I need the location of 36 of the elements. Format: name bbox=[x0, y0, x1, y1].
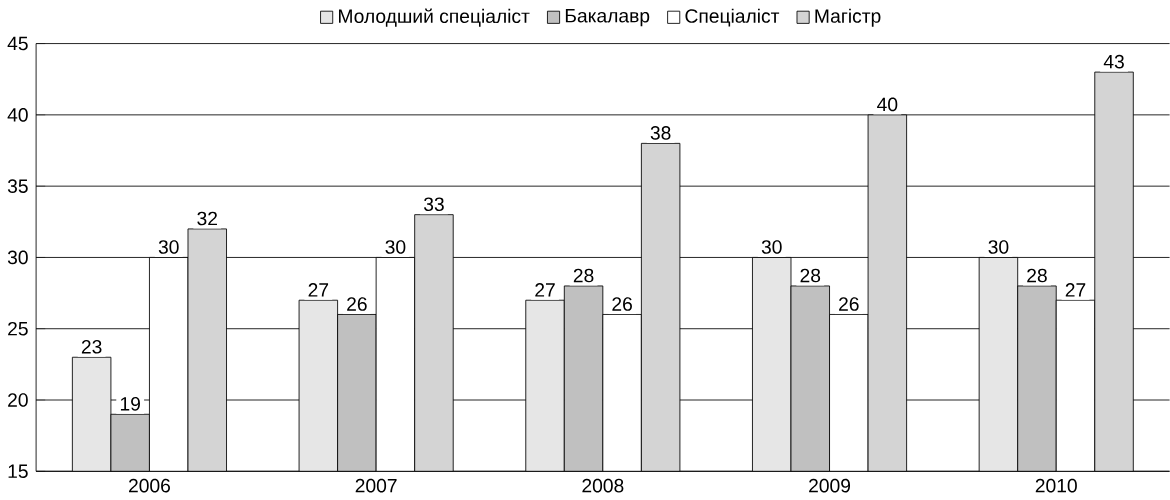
data-label: 28 bbox=[800, 268, 821, 283]
y-tick-label: 25 bbox=[8, 322, 28, 336]
data-label: 32 bbox=[197, 211, 217, 226]
data-label: 30 bbox=[158, 240, 179, 254]
data-label: 26 bbox=[612, 297, 632, 312]
data-label: 26 bbox=[839, 297, 859, 312]
x-tick-label: 2007 bbox=[355, 479, 397, 493]
legend-label: Молодший спеціаліст bbox=[339, 8, 530, 27]
data-label: 30 bbox=[385, 240, 406, 254]
data-label: 27 bbox=[308, 283, 329, 297]
legend-label: Бакалавр bbox=[565, 9, 650, 27]
x-tick-label: 2008 bbox=[582, 479, 624, 493]
x-tick-label: 2009 bbox=[809, 479, 851, 493]
data-label: 23 bbox=[81, 340, 102, 354]
data-label: 27 bbox=[535, 283, 555, 297]
data-label: 43 bbox=[1103, 55, 1124, 69]
y-tick-label: 45 bbox=[7, 37, 28, 51]
legend-label: Спеціаліст bbox=[685, 8, 780, 27]
x-tick-label: 2006 bbox=[129, 479, 170, 493]
data-label: 40 bbox=[877, 97, 898, 112]
data-label: 33 bbox=[423, 197, 444, 212]
legend-label: Магістр bbox=[815, 8, 881, 27]
data-label: 19 bbox=[120, 397, 140, 411]
y-tick-label: 20 bbox=[8, 393, 28, 408]
data-label: 28 bbox=[1027, 268, 1047, 283]
y-tick-label: 30 bbox=[7, 250, 28, 265]
data-label: 30 bbox=[988, 240, 1009, 254]
x-tick-label: 2010 bbox=[1035, 479, 1077, 493]
data-label: 30 bbox=[761, 240, 782, 254]
y-tick-label: 15 bbox=[8, 464, 28, 479]
data-label: 26 bbox=[347, 297, 367, 312]
y-tick-label: 35 bbox=[7, 179, 28, 194]
y-tick-label: 40 bbox=[7, 108, 28, 122]
data-label: 28 bbox=[573, 268, 594, 283]
data-label: 27 bbox=[1065, 283, 1086, 297]
data-label: 38 bbox=[650, 126, 671, 140]
